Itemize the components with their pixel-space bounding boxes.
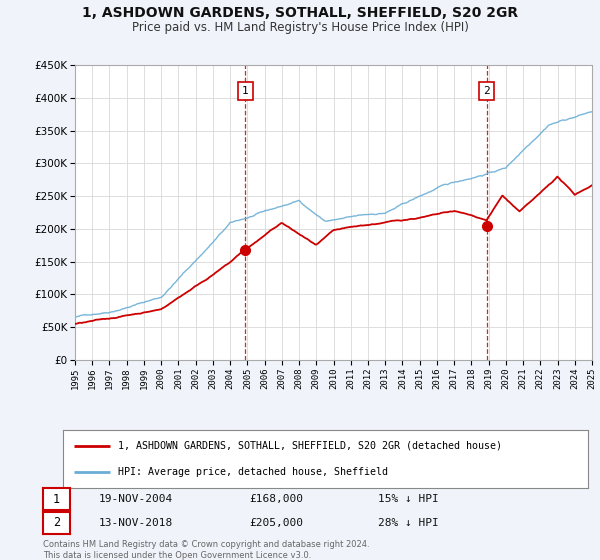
Text: HPI: Average price, detached house, Sheffield: HPI: Average price, detached house, Shef… — [118, 468, 388, 477]
Text: This data is licensed under the Open Government Licence v3.0.: This data is licensed under the Open Gov… — [43, 551, 311, 560]
Text: 1, ASHDOWN GARDENS, SOTHALL, SHEFFIELD, S20 2GR: 1, ASHDOWN GARDENS, SOTHALL, SHEFFIELD, … — [82, 6, 518, 20]
Text: 1: 1 — [242, 86, 248, 96]
Text: Price paid vs. HM Land Registry's House Price Index (HPI): Price paid vs. HM Land Registry's House … — [131, 21, 469, 34]
Text: Contains HM Land Registry data © Crown copyright and database right 2024.: Contains HM Land Registry data © Crown c… — [43, 540, 370, 549]
Text: 2: 2 — [483, 86, 490, 96]
Text: 28% ↓ HPI: 28% ↓ HPI — [378, 518, 439, 528]
Text: 15% ↓ HPI: 15% ↓ HPI — [378, 494, 439, 504]
Text: £168,000: £168,000 — [249, 494, 303, 504]
Text: 1: 1 — [53, 492, 60, 506]
Text: 19-NOV-2004: 19-NOV-2004 — [99, 494, 173, 504]
Text: £205,000: £205,000 — [249, 518, 303, 528]
Text: 1, ASHDOWN GARDENS, SOTHALL, SHEFFIELD, S20 2GR (detached house): 1, ASHDOWN GARDENS, SOTHALL, SHEFFIELD, … — [118, 441, 502, 451]
Text: 2: 2 — [53, 516, 60, 530]
Text: 13-NOV-2018: 13-NOV-2018 — [99, 518, 173, 528]
